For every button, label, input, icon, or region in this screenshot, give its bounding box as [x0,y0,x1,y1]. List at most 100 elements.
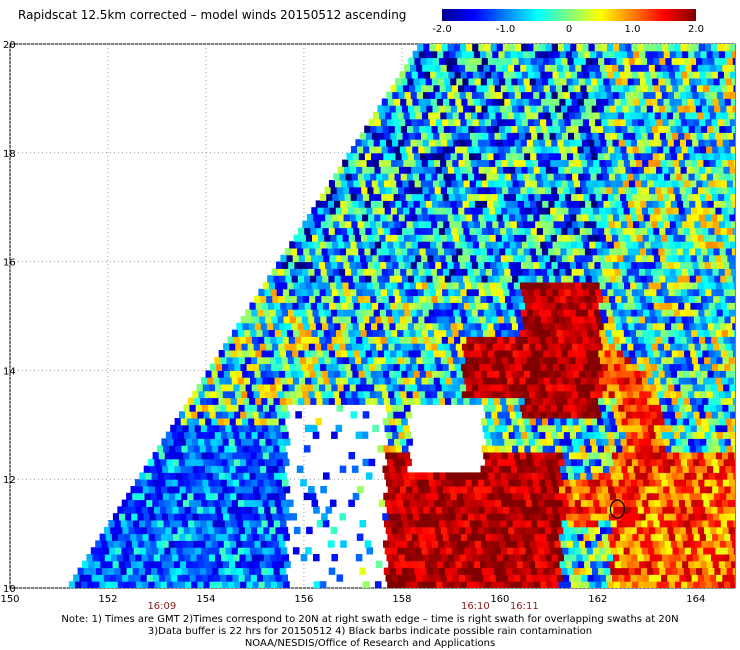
heatmap-cell [526,356,534,365]
heatmap-cell [500,302,508,310]
heatmap-cell [600,384,608,392]
heatmap-cell [699,411,707,419]
heatmap-cell [387,533,394,541]
heatmap-cell [677,322,684,331]
heatmap-cell [83,567,91,575]
heatmap-cell [569,431,577,439]
heatmap-cell [432,370,439,378]
heatmap-cell [734,282,735,290]
heatmap-cell [544,356,552,365]
heatmap-cell [651,268,658,276]
heatmap-cell [415,254,422,263]
heatmap-cell [405,411,413,419]
heatmap-cell [488,254,496,263]
heatmap-cell [703,207,710,215]
heatmap-cell [492,513,500,521]
heatmap-cell [278,540,286,548]
heatmap-cell [308,343,316,351]
heatmap-cell [598,227,605,235]
heatmap-cell [244,329,251,337]
heatmap-cell [469,275,476,283]
heatmap-cell [319,581,327,588]
heatmap-cell [631,554,638,562]
heatmap-cell [326,316,334,324]
heatmap-cell [345,173,353,181]
heatmap-cell [330,309,338,317]
heatmap-cell [599,404,607,412]
heatmap-cell [573,180,581,188]
heatmap-cell [652,295,659,303]
heatmap-cell [261,302,269,310]
heatmap-cell [193,397,201,405]
heatmap-cell [545,554,553,562]
heatmap-cell [348,377,355,385]
heatmap-cell [634,200,641,208]
heatmap-cell [714,180,722,188]
heatmap-cell [460,533,468,541]
heatmap-cell [215,411,223,419]
heatmap-cell [201,377,208,385]
heatmap-cell [433,350,440,358]
heatmap-cell [243,547,251,555]
heatmap-cell [541,438,548,446]
heatmap-cell [463,567,470,575]
heatmap-cell [239,479,246,487]
heatmap-cell [649,526,656,535]
heatmap-cell [627,295,635,303]
heatmap-cell [411,336,418,344]
heatmap-cell [406,438,413,446]
heatmap-cell [695,200,702,208]
heatmap-cell [516,438,524,446]
heatmap-cell [460,288,467,297]
heatmap-cell [387,458,394,467]
heatmap-cell [720,227,728,235]
heatmap-cell [440,499,447,507]
heatmap-cell [539,336,547,344]
heatmap-cell [671,350,679,358]
heatmap-cell [331,261,338,269]
heatmap-cell [549,397,556,405]
heatmap-cell [145,547,153,555]
heatmap-cell [628,200,635,208]
heatmap-cell [675,363,682,371]
heatmap-cell [716,574,723,582]
heatmap-cell [507,377,514,385]
heatmap-cell [605,499,612,507]
heatmap-cell [661,186,668,195]
heatmap-cell [391,186,399,195]
heatmap-cell [238,329,245,337]
heatmap-cell [679,282,686,290]
heatmap-cell [283,363,290,371]
heatmap-cell [532,329,539,337]
heatmap-cell [612,526,619,535]
heatmap-cell [625,554,632,562]
heatmap-cell [672,472,679,480]
heatmap-cell [350,316,358,324]
heatmap-cell [260,370,268,378]
heatmap-cell [505,322,513,331]
heatmap-cell [365,275,372,283]
heatmap-cell [378,302,385,310]
heatmap-cell [216,560,224,569]
heatmap-cell [659,275,666,283]
heatmap-cell [603,370,611,378]
heatmap-cell [398,309,405,317]
heatmap-cell [484,431,491,439]
heatmap-cell [666,282,674,290]
heatmap-cell [423,261,430,269]
heatmap-cell [151,472,159,480]
heatmap-cell [711,411,719,419]
heatmap-cell [712,486,719,494]
heatmap-cell [612,234,619,242]
heatmap-cell [575,356,583,365]
heatmap-cell [721,547,729,555]
heatmap-cell [279,520,287,528]
heatmap-cell [418,390,426,399]
heatmap-cell [320,193,327,201]
heatmap-cell [644,316,652,324]
heatmap-cell [466,241,474,249]
heatmap-cell [497,363,505,371]
heatmap-cell [527,166,535,174]
heatmap-cell [452,499,459,507]
heatmap-cell [338,193,346,201]
